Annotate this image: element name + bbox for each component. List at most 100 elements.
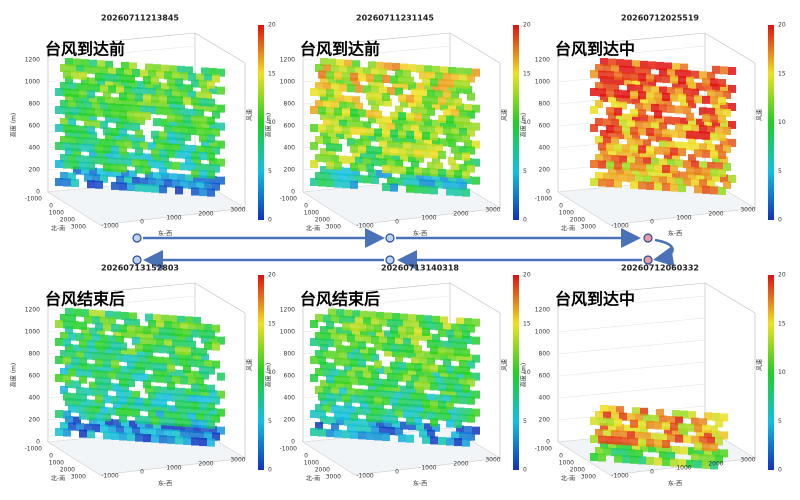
voxel bbox=[344, 113, 352, 122]
voxel bbox=[416, 368, 424, 377]
y-tick-label: 0 bbox=[559, 453, 563, 460]
voxel bbox=[395, 141, 403, 150]
z-label: 高度 (m) bbox=[10, 363, 18, 387]
voxel bbox=[432, 119, 440, 128]
voxel bbox=[472, 372, 480, 381]
colorbar bbox=[513, 25, 519, 220]
voxel bbox=[472, 140, 480, 149]
voxel bbox=[640, 60, 648, 69]
voxel bbox=[326, 375, 334, 384]
voxel bbox=[606, 89, 614, 98]
voxel bbox=[403, 374, 411, 383]
voxel bbox=[159, 363, 167, 372]
voxel bbox=[105, 132, 113, 141]
voxel bbox=[127, 397, 135, 406]
voxel bbox=[451, 377, 459, 386]
z-grid bbox=[302, 45, 451, 61]
voxel bbox=[339, 155, 347, 164]
voxel bbox=[209, 158, 217, 167]
voxel bbox=[598, 435, 606, 444]
voxel bbox=[624, 95, 632, 104]
voxel bbox=[651, 121, 659, 130]
voxel bbox=[164, 321, 172, 330]
voxel bbox=[326, 143, 334, 152]
voxel bbox=[161, 118, 169, 127]
voxel bbox=[199, 330, 207, 339]
voxel bbox=[95, 108, 103, 117]
voxel bbox=[121, 347, 129, 356]
voxel bbox=[331, 369, 339, 378]
voxel bbox=[188, 90, 196, 99]
voxel bbox=[646, 127, 654, 136]
voxel bbox=[116, 67, 124, 76]
voxel bbox=[710, 461, 718, 470]
panel-label: 台风到达中 bbox=[555, 290, 635, 309]
voxel bbox=[60, 154, 68, 162]
colorbar bbox=[768, 25, 774, 220]
voxel bbox=[696, 172, 704, 181]
voxel bbox=[183, 132, 191, 141]
voxel bbox=[590, 124, 598, 132]
voxel bbox=[448, 120, 456, 129]
voxel bbox=[323, 404, 331, 413]
voxel bbox=[656, 115, 664, 124]
colorbar-tick-label: 20 bbox=[778, 272, 786, 279]
voxel bbox=[395, 159, 403, 168]
voxel bbox=[456, 335, 464, 344]
voxel bbox=[451, 163, 459, 172]
voxel bbox=[318, 428, 326, 437]
voxel bbox=[630, 437, 638, 446]
voxel bbox=[443, 394, 451, 403]
x-tick-label: 1000 bbox=[676, 215, 691, 222]
voxel bbox=[590, 160, 598, 168]
voxel bbox=[683, 142, 691, 151]
y-tick-label: 0 bbox=[304, 203, 308, 210]
voxel bbox=[164, 339, 172, 348]
voxel bbox=[640, 407, 648, 416]
voxel bbox=[185, 352, 193, 361]
voxel bbox=[116, 353, 124, 362]
voxel bbox=[207, 188, 215, 197]
voxel bbox=[675, 159, 683, 168]
colorbar-tick-label: 0 bbox=[778, 217, 782, 224]
panel-timestamp: 20260712060332 bbox=[621, 264, 699, 273]
voxel bbox=[193, 316, 201, 325]
voxel bbox=[199, 80, 207, 89]
voxel bbox=[92, 138, 100, 147]
voxel bbox=[119, 396, 127, 405]
voxel bbox=[403, 142, 411, 151]
y-tick-label: 0 bbox=[559, 203, 563, 210]
voxel bbox=[172, 321, 180, 330]
voxel bbox=[73, 130, 81, 139]
voxel bbox=[140, 69, 148, 78]
voxel bbox=[435, 144, 443, 153]
voxel bbox=[710, 425, 718, 434]
voxel bbox=[334, 179, 342, 188]
voxel bbox=[646, 181, 654, 190]
voxel bbox=[161, 386, 169, 395]
x-tick-label: 1000 bbox=[166, 215, 181, 222]
voxel bbox=[611, 137, 619, 146]
voxel bbox=[630, 419, 638, 428]
voxel bbox=[65, 416, 73, 424]
voxel bbox=[387, 123, 395, 132]
voxel bbox=[132, 409, 140, 418]
voxel bbox=[611, 65, 619, 74]
voxel bbox=[207, 98, 215, 107]
voxel bbox=[392, 421, 400, 430]
voxel bbox=[374, 146, 382, 155]
voxel bbox=[648, 169, 656, 178]
voxel bbox=[169, 65, 177, 74]
voxel bbox=[172, 89, 180, 98]
voxel bbox=[619, 430, 627, 439]
voxel bbox=[201, 67, 209, 76]
voxel bbox=[590, 417, 598, 425]
voxel bbox=[688, 136, 696, 145]
voxel bbox=[60, 386, 68, 394]
voxel bbox=[100, 334, 108, 343]
voxel bbox=[328, 308, 336, 317]
voxel bbox=[199, 366, 207, 375]
voxel bbox=[707, 161, 715, 170]
voxel bbox=[185, 424, 193, 433]
voxel bbox=[344, 59, 352, 68]
